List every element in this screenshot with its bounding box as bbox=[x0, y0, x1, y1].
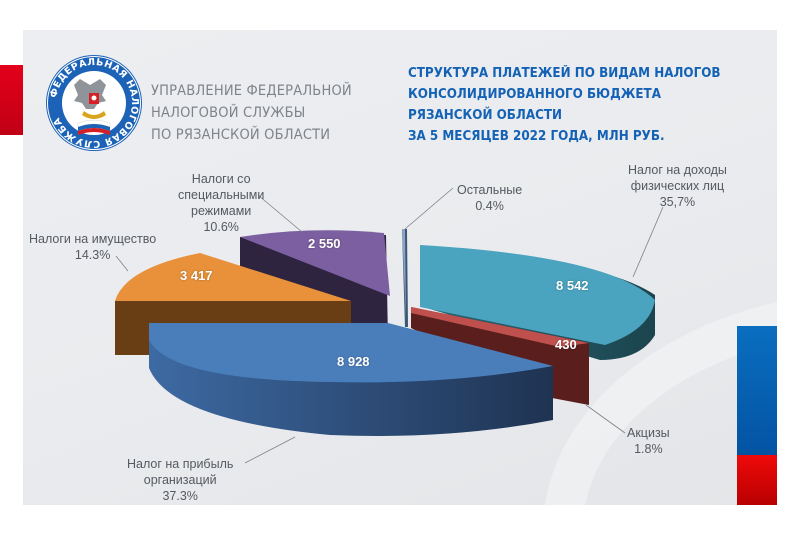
label-excise: Акцизы 1.8% bbox=[627, 426, 670, 456]
org-line-1: УПРАВЛЕНИЕ ФЕДЕРАЛЬНОЙ bbox=[151, 83, 352, 99]
label-other: Остальные 0.4% bbox=[457, 183, 523, 213]
org-line-3: ПО РЯЗАНСКОЙ ОБЛАСТИ bbox=[151, 127, 331, 143]
title-line-2: КОНСОЛИДИРОВАННОГО БЮДЖЕТА bbox=[408, 87, 661, 102]
label-profit-tax: Налог на прибыль организаций 37.3% bbox=[127, 457, 234, 503]
flag-red-stripe bbox=[737, 455, 777, 505]
org-line-2: НАЛОГОВОЙ СЛУЖБЫ bbox=[151, 105, 306, 121]
chart-title: СТРУКТУРА ПЛАТЕЖЕЙ ПО ВИДАМ НАЛОГОВ КОНС… bbox=[408, 63, 720, 147]
slice-other bbox=[402, 229, 408, 327]
label-special-regimes: Налоги со специальными режимами 10.6% bbox=[178, 172, 265, 234]
title-line-4: ЗА 5 МЕСЯЦЕВ 2022 ГОДА, МЛН РУБ. bbox=[408, 129, 665, 144]
value-property-taxes: 3 417 bbox=[180, 268, 213, 283]
label-personal-income-tax: Налог на доходы физических лиц 35,7% bbox=[628, 163, 727, 209]
fns-emblem-icon: ФЕДЕРАЛЬНАЯ НАЛОГОВАЯ СЛУЖБА bbox=[46, 55, 142, 151]
title-line-3: РЯЗАНСКОЙ ОБЛАСТИ bbox=[408, 108, 563, 123]
red-accent-tab bbox=[0, 65, 23, 135]
flag-accent-bar bbox=[737, 326, 777, 505]
slice-personal-income-tax bbox=[420, 245, 655, 360]
value-personal-income-tax: 8 542 bbox=[556, 278, 589, 293]
leader-lines bbox=[115, 187, 664, 464]
slice-profit-tax bbox=[149, 323, 553, 436]
label-property-taxes: Налоги на имущество 14.3% bbox=[29, 232, 157, 262]
value-special-regimes: 2 550 bbox=[308, 236, 341, 251]
organization-name: УПРАВЛЕНИЕ ФЕДЕРАЛЬНОЙ НАЛОГОВОЙ СЛУЖБЫ … bbox=[151, 80, 352, 146]
value-excise: 430 bbox=[555, 337, 577, 352]
title-line-1: СТРУКТУРА ПЛАТЕЖЕЙ ПО ВИДАМ НАЛОГОВ bbox=[408, 66, 721, 81]
flag-blue-stripe bbox=[737, 326, 777, 455]
value-profit-tax: 8 928 bbox=[337, 354, 370, 369]
